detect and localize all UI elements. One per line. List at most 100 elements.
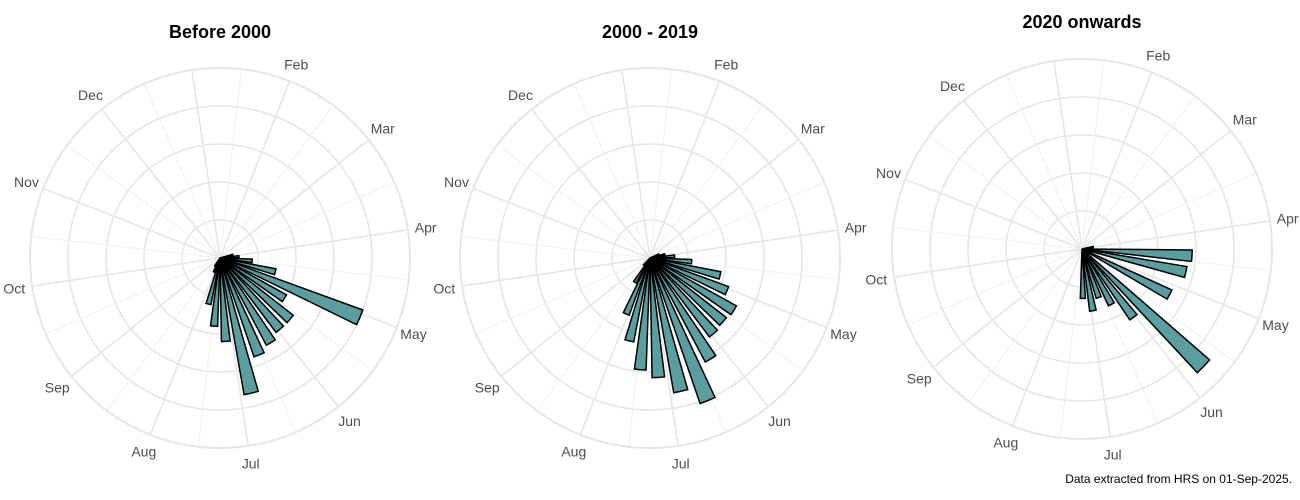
- rose-bar: [1081, 248, 1188, 279]
- chart-title: Before 2000: [169, 22, 271, 42]
- grid-spoke: [101, 108, 221, 259]
- grid-spoke: [573, 83, 651, 259]
- rose-chart-2: Feb Mar Apr May Jun Jul Aug Sep Oct Nov Dec 2000 - …: [433, 22, 867, 472]
- grid-spoke: [968, 248, 1083, 403]
- month-label: Mar: [801, 121, 825, 137]
- grid-spoke: [531, 108, 651, 259]
- month-label: Oct: [865, 272, 887, 288]
- grid-spoke: [70, 257, 221, 377]
- month-label: Dec: [78, 87, 103, 103]
- rose-bar: [219, 257, 277, 347]
- grid-spoke: [143, 83, 221, 259]
- rose-bar: [649, 257, 666, 379]
- grid-spoke: [219, 139, 370, 259]
- grid-spoke: [219, 181, 395, 259]
- grid-spoke: [904, 178, 1083, 250]
- grid-spoke: [42, 187, 221, 259]
- grid-spoke: [45, 257, 221, 335]
- rose-bar: [649, 257, 722, 281]
- grid-spoke: [649, 229, 839, 259]
- month-label: Oct: [433, 281, 455, 297]
- rose-bar: [219, 257, 232, 343]
- month-label: Mar: [1233, 112, 1257, 128]
- grid-ring: [891, 58, 1273, 440]
- rose-bar: [209, 257, 221, 328]
- grid-ring: [67, 105, 373, 411]
- month-label: Feb: [284, 57, 308, 73]
- grid-spoke: [963, 99, 1083, 250]
- grid-spoke: [219, 69, 243, 259]
- month-label: May: [1262, 317, 1288, 333]
- rose-bar: [219, 257, 260, 396]
- grid-ring: [535, 143, 765, 373]
- grid-ring: [459, 67, 841, 449]
- rose-bar: [649, 257, 738, 316]
- month-label: Jun: [768, 413, 791, 429]
- grid-spoke: [106, 257, 221, 412]
- month-label: Aug: [131, 444, 156, 460]
- month-label: May: [830, 326, 856, 342]
- grid-spoke: [496, 144, 651, 259]
- month-label: Aug: [993, 435, 1018, 451]
- grid-spoke: [1081, 95, 1196, 250]
- month-label: Aug: [561, 444, 586, 460]
- grid-spoke: [1011, 248, 1083, 427]
- month-label: Apr: [845, 219, 867, 235]
- grid-spoke: [649, 104, 764, 259]
- rose-bar: [633, 257, 651, 371]
- data-source-caption: Data extracted from HRS on 01-Sep-2025.: [1065, 472, 1292, 486]
- rose-bar: [649, 257, 719, 338]
- month-label: May: [400, 326, 426, 342]
- rose-bar: [1081, 248, 1193, 263]
- grid-spoke: [932, 248, 1083, 368]
- rose-bar: [649, 257, 728, 327]
- grid-ring: [105, 143, 335, 373]
- grid-spoke: [1081, 248, 1236, 363]
- rose-bar: [219, 257, 295, 324]
- grid-ring: [573, 181, 727, 335]
- grid-ring: [497, 105, 803, 411]
- month-label: Apr: [415, 219, 437, 235]
- month-label: Jul: [242, 456, 260, 472]
- grid-spoke: [928, 135, 1083, 250]
- grid-spoke: [472, 187, 651, 259]
- grid-spoke: [621, 69, 651, 259]
- month-label: Mar: [371, 121, 395, 137]
- grid-spoke: [219, 257, 374, 372]
- rose-bar: [622, 257, 651, 317]
- grid-spoke: [500, 257, 651, 377]
- rose-bar: [649, 257, 717, 405]
- grid-ring: [29, 67, 411, 449]
- rose-bar: [219, 257, 266, 358]
- rose-bar: [1081, 248, 1173, 301]
- grid-spoke: [649, 139, 800, 259]
- grid-spoke: [893, 248, 1083, 278]
- rose-bar: [1081, 248, 1211, 374]
- grid-spoke: [1081, 130, 1232, 250]
- grid-spoke: [219, 229, 409, 259]
- month-label: Feb: [1146, 48, 1170, 64]
- rose-bar: [1081, 248, 1103, 300]
- month-label: Sep: [45, 380, 70, 396]
- rose-bar: [219, 257, 288, 303]
- month-label: Nov: [14, 174, 39, 190]
- grid-ring: [967, 134, 1197, 364]
- grid-spoke: [1005, 74, 1083, 250]
- rose-bar: [1081, 248, 1097, 313]
- grid-spoke: [461, 235, 651, 259]
- grid-spoke: [219, 257, 249, 447]
- grid-spoke: [649, 181, 825, 259]
- rose-bar: [649, 254, 676, 259]
- grid-spoke: [1081, 248, 1159, 424]
- rose-bar: [1079, 248, 1087, 300]
- month-label: Dec: [940, 78, 965, 94]
- grid-spoke: [649, 257, 679, 447]
- month-label: Oct: [3, 281, 25, 297]
- rose-bar: [213, 257, 221, 268]
- chart-title: 2020 onwards: [1022, 12, 1141, 32]
- grid-spoke: [893, 226, 1083, 250]
- grid-spoke: [461, 257, 651, 287]
- rose-bar: [624, 257, 651, 343]
- grid-spoke: [66, 144, 221, 259]
- grid-spoke: [907, 248, 1083, 326]
